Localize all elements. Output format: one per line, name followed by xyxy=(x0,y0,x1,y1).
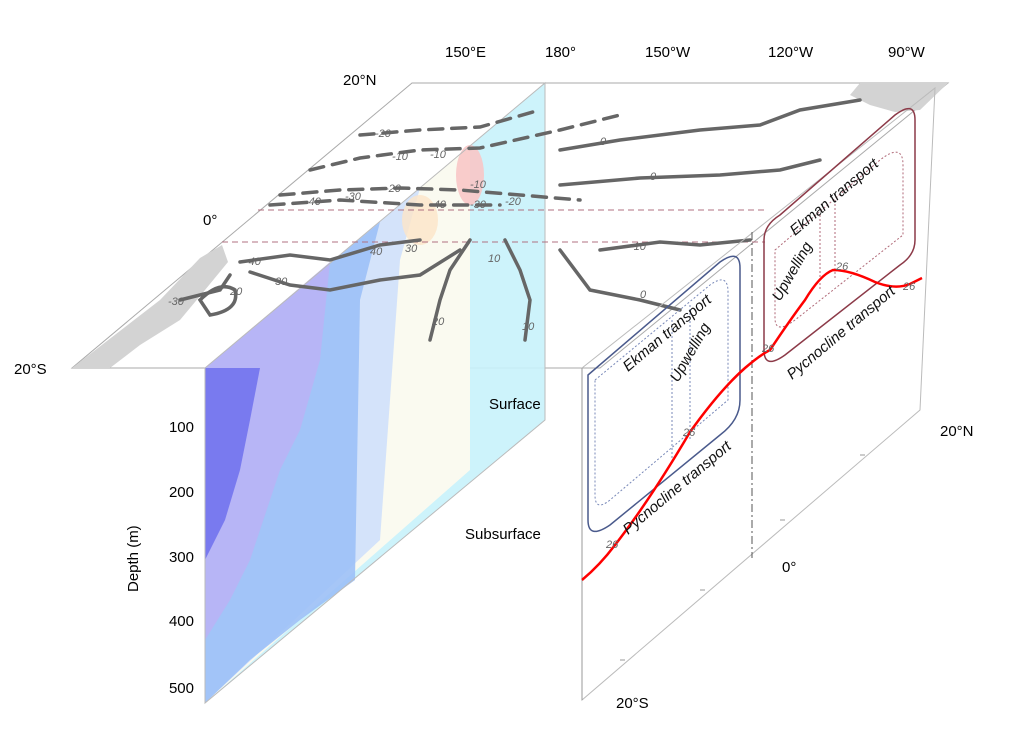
depth-tick: 200 xyxy=(169,484,194,501)
meridional-section xyxy=(581,86,936,702)
depth-tick: 400 xyxy=(169,613,194,630)
svg-text:-30: -30 xyxy=(345,191,362,203)
land-america xyxy=(850,83,948,112)
svg-text:-20: -20 xyxy=(375,128,392,140)
north-pycnocline-label: Pycnocline transport xyxy=(784,282,900,383)
lon-label: 120°W xyxy=(768,44,814,61)
svg-text:30: 30 xyxy=(275,276,288,288)
subsurface-layer-label: Subsurface xyxy=(465,526,541,543)
lat-label-south: 20°S xyxy=(14,361,47,378)
north-circulation-cell xyxy=(763,107,916,363)
svg-text:-30: -30 xyxy=(168,296,185,308)
svg-text:-20: -20 xyxy=(505,196,522,208)
svg-text:0: 0 xyxy=(600,136,607,148)
land-asia xyxy=(72,245,228,368)
svg-text:20: 20 xyxy=(431,316,445,328)
svg-text:-40: -40 xyxy=(305,196,322,208)
lon-label: 90°W xyxy=(888,44,926,61)
isopycnal-label: 26 xyxy=(902,281,916,293)
lat-label-north: 20°N xyxy=(343,72,377,89)
svg-text:0: 0 xyxy=(650,171,657,183)
side-lat-label-south: 20°S xyxy=(616,695,649,712)
pycnocline-line xyxy=(581,268,923,581)
lon-label: 150°W xyxy=(645,44,691,61)
side-lat-label-equator: 0° xyxy=(782,559,796,576)
svg-text:-10: -10 xyxy=(430,149,447,161)
south-circulation-cell xyxy=(587,255,741,533)
side-lat-label-north: 20°N xyxy=(940,423,974,440)
isopycnal-label: 26 xyxy=(605,539,619,551)
lat-label-equator: 0° xyxy=(203,212,217,229)
svg-text:-40: -40 xyxy=(430,199,447,211)
svg-text:-10: -10 xyxy=(470,179,487,191)
depth-axis-title: Depth (m) xyxy=(125,525,142,592)
svg-text:-30: -30 xyxy=(470,199,487,211)
isopycnal-label: 26 xyxy=(682,427,696,439)
lon-label: 150°E xyxy=(445,44,486,61)
svg-text:-20: -20 xyxy=(385,183,402,195)
depth-tick: 100 xyxy=(169,419,194,436)
depth-tick: 500 xyxy=(169,680,194,697)
depth-tick: 300 xyxy=(169,549,194,566)
svg-text:-10: -10 xyxy=(392,151,409,163)
svg-text:20: 20 xyxy=(229,286,243,298)
contour-lines xyxy=(178,98,862,342)
svg-text:40: 40 xyxy=(370,246,383,258)
svg-text:10: 10 xyxy=(488,253,501,265)
svg-text:10: 10 xyxy=(522,321,535,333)
contour-value-labels: -20 -10 -10 -10 -40 -30 -20 -40 -30 -20 … xyxy=(168,128,657,333)
svg-text:-40: -40 xyxy=(245,256,262,268)
isopycnal-label: 26 xyxy=(835,261,849,273)
lon-label: 180° xyxy=(545,44,576,61)
svg-text:-10: -10 xyxy=(630,241,647,253)
isopycnal-label: 26 xyxy=(761,343,775,355)
svg-text:30: 30 xyxy=(405,243,418,255)
surface-layer-label: Surface xyxy=(489,396,541,413)
svg-text:0: 0 xyxy=(640,289,647,301)
